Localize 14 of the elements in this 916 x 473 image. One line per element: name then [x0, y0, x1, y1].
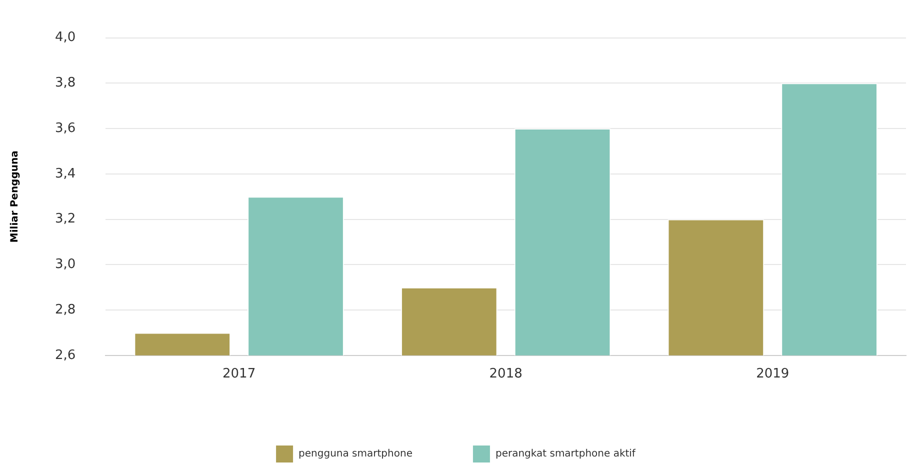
y-tick-label: 4,0: [54, 30, 76, 46]
y-tick-label: 3,8: [54, 76, 76, 91]
legend-label: pengguna smartphone: [298, 448, 412, 460]
y-tick-label: 3,0: [54, 257, 76, 272]
y-tick-label: 3,6: [54, 120, 76, 136]
x-tick-label: 2019: [756, 366, 790, 382]
legend-label: perangkat smartphone aktif: [495, 448, 636, 460]
x-tick-label: 2017: [222, 366, 256, 382]
y-tick-label: 3,2: [54, 212, 76, 227]
y-tick-label: 3,4: [54, 166, 76, 182]
x-tick-label: 2018: [489, 366, 522, 382]
y-axis-title: Miliar Pengguna: [10, 150, 21, 243]
y-tick-label: 2,6: [54, 348, 76, 363]
y-tick-label: 2,8: [54, 302, 76, 318]
